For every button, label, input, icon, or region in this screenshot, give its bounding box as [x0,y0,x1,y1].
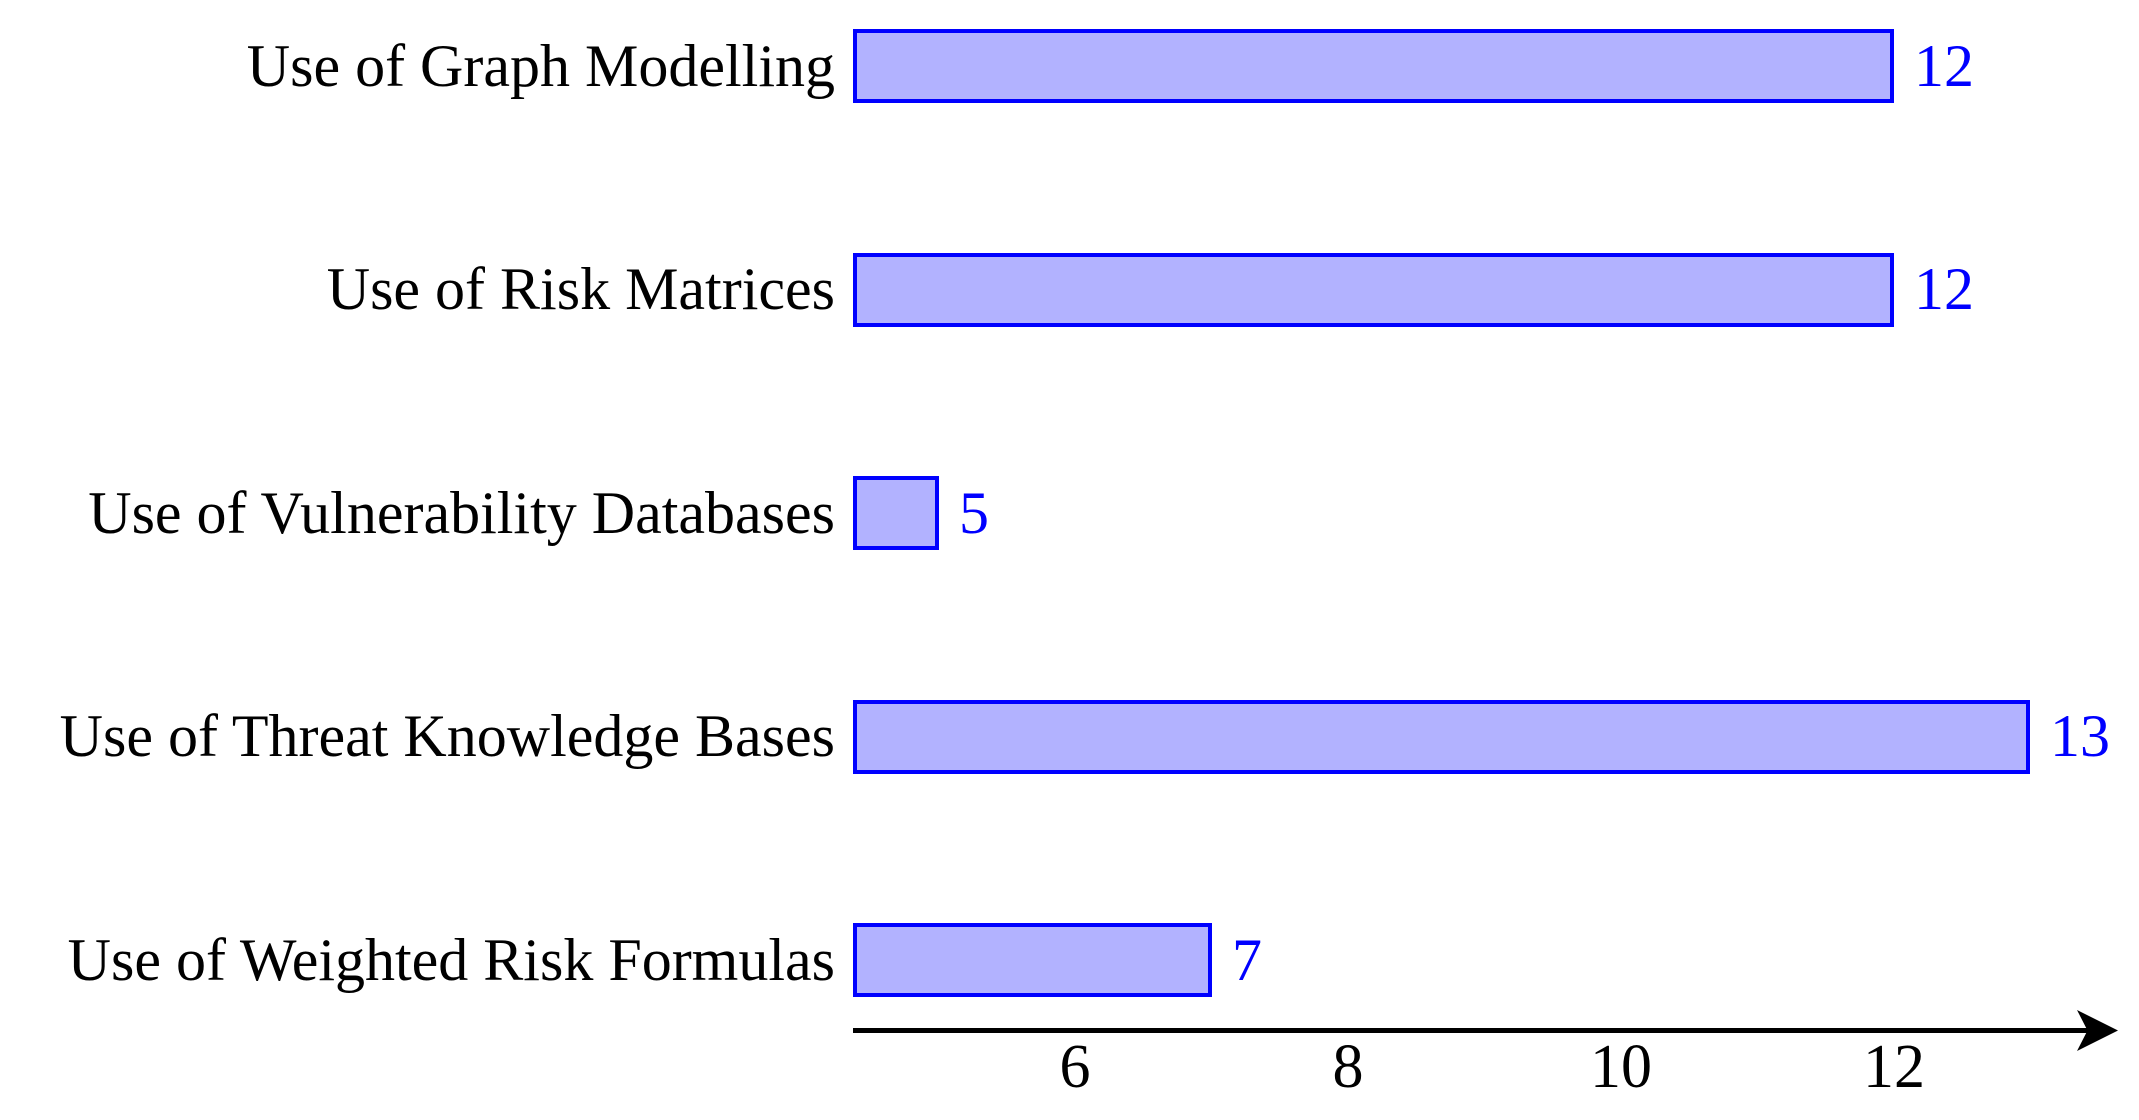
value-label: 7 [1232,926,1262,993]
bar [853,29,1894,103]
x-tick-label: 6 [1059,1033,1091,1101]
x-axis-arrow-icon [2077,1010,2118,1051]
category-label: Use of Graph Modelling [246,32,835,99]
category-label: Use of Weighted Risk Formulas [67,926,835,993]
category-label: Use of Risk Matrices [326,256,835,322]
x-tick-label: 10 [1590,1033,1652,1101]
bar [853,923,1212,997]
bar [853,699,2030,774]
x-tick-label: 12 [1863,1033,1925,1101]
value-label: 12 [1914,256,1974,322]
category-label: Use of Threat Knowledge Bases [59,703,835,769]
bar [853,252,1894,327]
x-tick-label: 8 [1332,1033,1364,1101]
category-label: Use of Vulnerability Databases [88,479,835,546]
bar [853,476,939,550]
x-axis-line [853,1028,2095,1033]
value-label: 5 [959,479,989,546]
value-label: 12 [1914,32,1974,99]
value-label: 13 [2050,703,2110,769]
